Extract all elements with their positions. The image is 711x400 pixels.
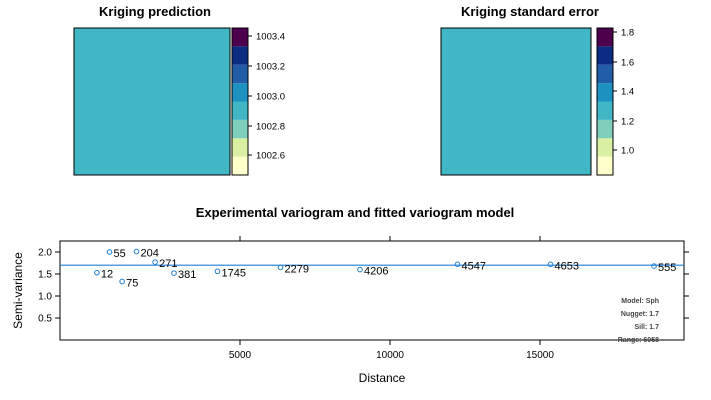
annotation-model: Model: Sph xyxy=(621,298,659,305)
stderr-legend-tick-label: 1.2 xyxy=(621,117,634,128)
point-count-label: 1745 xyxy=(222,267,246,279)
prediction-legend: 1003.4 1003.2 1003.0 1002.8 1002.6 xyxy=(231,27,285,176)
stderr-legend-tick-label: 1.6 xyxy=(621,58,634,69)
stderr-legend: 1.8 1.6 1.4 1.2 1.0 xyxy=(596,27,634,176)
prediction-title: Kriging prediction xyxy=(99,4,211,19)
point-count-label: 4547 xyxy=(462,260,486,272)
variogram-point xyxy=(152,259,158,265)
prediction-legend-tick-label: 1003.0 xyxy=(256,92,285,103)
point-count-label: 4206 xyxy=(364,266,388,278)
x-tick-label: 15000 xyxy=(526,350,554,361)
stderr-legend-swatch xyxy=(597,28,613,47)
stderr-legend-swatch xyxy=(597,46,613,65)
variogram-point xyxy=(119,278,125,285)
stderr-legend-tick-label: 1.8 xyxy=(621,28,634,39)
stderr-legend-swatch xyxy=(597,119,613,139)
prediction-legend-swatch xyxy=(232,119,248,139)
prediction-map xyxy=(73,27,231,176)
stderr-legend-swatch xyxy=(597,156,613,175)
variogram-point xyxy=(357,266,363,273)
point-count-label: 555 xyxy=(658,262,676,274)
stderr-legend-tick-label: 1.0 xyxy=(621,146,634,157)
variogram-title: Experimental variogram and fitted variog… xyxy=(195,205,515,220)
point-count-label: 75 xyxy=(126,277,138,289)
prediction-legend-swatch xyxy=(232,138,248,157)
point-count-label: 4653 xyxy=(555,260,579,272)
annotation-sill: Sill: 1.7 xyxy=(634,324,659,331)
prediction-legend-swatch xyxy=(232,101,248,120)
variogram-point xyxy=(547,261,554,268)
x-tick-label: 5000 xyxy=(229,350,252,361)
variogram-point xyxy=(171,270,177,276)
point-count-label: 204 xyxy=(141,248,159,260)
point-count-label: 271 xyxy=(159,258,177,270)
x-axis-label: Distance xyxy=(359,371,406,385)
y-tick-label: 2.0 xyxy=(38,248,52,259)
prediction-legend-tick-label: 1002.6 xyxy=(256,151,285,162)
prediction-legend-swatch xyxy=(232,28,248,47)
variogram-point xyxy=(277,264,284,271)
variogram-point xyxy=(454,261,461,268)
annotation-nugget: Nugget: 1.7 xyxy=(621,311,659,318)
variogram-plot: 5000 10000 15000 0.5 1.0 1.5 2.0 Distance Semi-v… xyxy=(11,236,689,385)
y-tick-label: 0.5 xyxy=(38,314,52,325)
stderr-legend-swatch xyxy=(597,64,613,84)
variogram-point xyxy=(106,249,113,255)
stderr-map xyxy=(440,27,592,176)
prediction-legend-tick-label: 1003.2 xyxy=(256,62,285,73)
prediction-legend-swatch xyxy=(232,156,248,175)
prediction-legend-tick-label: 1002.8 xyxy=(256,122,285,133)
prediction-legend-swatch xyxy=(232,64,248,84)
point-count-label: 55 xyxy=(114,248,126,260)
point-count-label: 12 xyxy=(101,269,113,281)
variogram-point xyxy=(94,269,100,276)
stderr-legend-tick-label: 1.4 xyxy=(621,87,634,98)
point-count-label: 381 xyxy=(178,269,196,281)
prediction-legend-border xyxy=(231,27,249,176)
point-count-label: 2279 xyxy=(285,263,309,275)
y-axis-label: Semi-variance xyxy=(11,252,25,329)
annotation-range: Range: 6058 xyxy=(618,337,659,344)
stderr-title: Kriging standard error xyxy=(461,4,599,19)
prediction-legend-swatch xyxy=(232,83,248,102)
y-tick-label: 1.0 xyxy=(38,292,52,303)
plot-frame xyxy=(59,240,685,341)
variogram-point xyxy=(214,268,221,275)
stderr-legend-swatch xyxy=(597,83,613,102)
variogram-point xyxy=(133,248,140,255)
prediction-legend-swatch xyxy=(232,46,248,65)
y-tick-label: 1.5 xyxy=(38,270,52,281)
prediction-legend-tick-label: 1003.4 xyxy=(256,32,285,43)
variogram-point xyxy=(651,263,657,269)
x-tick-label: 10000 xyxy=(376,350,404,361)
stderr-legend-swatch xyxy=(597,138,613,157)
stderr-legend-swatch xyxy=(597,101,613,120)
stderr-legend-border xyxy=(596,27,614,176)
